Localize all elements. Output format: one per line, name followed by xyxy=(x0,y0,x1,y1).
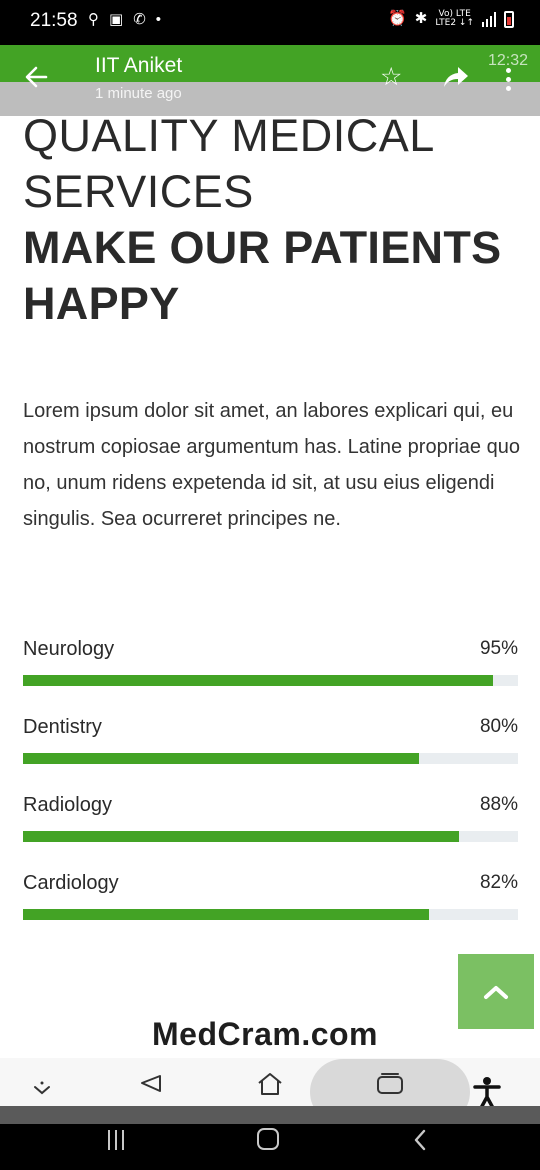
notification-icons: ⚲ ▣ ✆ • xyxy=(88,10,161,30)
skill-value: 80% xyxy=(479,716,518,737)
app-bar xyxy=(0,45,540,82)
chevron-down-icon[interactable] xyxy=(30,1068,54,1098)
tabs-icon[interactable] xyxy=(375,1068,405,1098)
page-title: IIT Aniket xyxy=(95,54,183,77)
status-time: 21:58 xyxy=(30,10,78,31)
skill-value: 95% xyxy=(479,638,518,659)
phone-icon: ✆ xyxy=(133,11,146,28)
network-indicator: Vo) LTE LTE2 ↓↑ xyxy=(435,10,474,28)
skill-track xyxy=(23,753,518,764)
skill-label: Radiology xyxy=(23,794,112,816)
chevron-up-icon xyxy=(484,985,508,999)
hero-heading: QUALITY MEDICAL SERVICES MAKE OUR PATIEN… xyxy=(23,108,523,332)
alarm-icon: ⏰ xyxy=(388,10,407,27)
skill-fill xyxy=(23,675,494,686)
skill-track xyxy=(23,831,518,842)
accessibility-icon[interactable] xyxy=(472,1076,502,1110)
skill-track xyxy=(23,909,518,920)
back-triangle-icon[interactable] xyxy=(138,1068,164,1098)
hero-line-bold-2: HAPPY xyxy=(23,278,180,329)
app-bar-shadow-band xyxy=(0,82,540,116)
skill-label: Dentistry xyxy=(23,716,102,738)
system-nav-bar xyxy=(0,1124,540,1170)
battery-icon xyxy=(504,10,514,28)
recent-apps-icon[interactable] xyxy=(108,1130,124,1150)
scroll-to-top-button[interactable] xyxy=(458,954,534,1029)
skill-fill xyxy=(23,753,419,764)
hero-line-regular-2: SERVICES xyxy=(23,166,254,217)
skill-value: 88% xyxy=(479,794,518,815)
network-line-top: Vo) LTE xyxy=(438,9,471,19)
ghost-status-time: 12:32 xyxy=(488,52,529,69)
nav-back-icon[interactable] xyxy=(410,1127,432,1153)
bluetooth-icon: ✱ xyxy=(414,10,428,27)
location-pin-icon: ⚲ xyxy=(88,11,99,28)
dot-icon: • xyxy=(155,11,162,28)
system-status-bar: 21:58 ⚲ ▣ ✆ • ⏰ ✱ Vo) LTE LTE2 ↓↑ xyxy=(0,0,540,45)
skill-label: Cardiology xyxy=(23,872,119,894)
status-icons: ⏰ ✱ Vo) LTE LTE2 ↓↑ xyxy=(388,9,514,29)
image-icon: ▣ xyxy=(109,11,124,28)
home-icon[interactable] xyxy=(255,1068,285,1098)
arrow-left-icon[interactable] xyxy=(24,62,50,92)
skill-track xyxy=(23,675,518,686)
network-line-bottom: LTE2 ↓↑ xyxy=(435,18,474,28)
share-arrow-icon[interactable] xyxy=(441,64,471,90)
star-outline-icon[interactable]: ☆ xyxy=(380,63,403,91)
skill-label: Neurology xyxy=(23,638,115,660)
signal-icon xyxy=(482,11,496,27)
hero-line-bold-1: MAKE OUR PATIENTS xyxy=(23,222,502,273)
skill-fill xyxy=(23,909,429,920)
skill-fill xyxy=(23,831,459,842)
nav-home-icon[interactable] xyxy=(257,1128,279,1150)
skill-value: 82% xyxy=(479,872,518,893)
page-subtitle: 1 minute ago xyxy=(95,85,182,102)
footer-logo: MedCram.com xyxy=(152,1016,378,1052)
more-vertical-icon[interactable] xyxy=(506,68,511,91)
intro-paragraph: Lorem ipsum dolor sit amet, an labores e… xyxy=(23,400,520,530)
hero-line-regular-1: QUALITY MEDICAL xyxy=(23,110,435,161)
toolbar-divider xyxy=(0,1106,540,1124)
